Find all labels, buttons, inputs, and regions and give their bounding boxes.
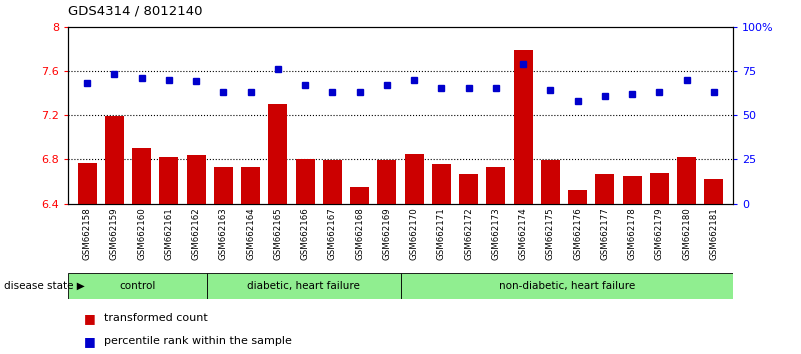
Bar <box>350 187 369 204</box>
Text: GSM662174: GSM662174 <box>518 207 528 260</box>
Text: control: control <box>119 281 155 291</box>
Bar <box>105 116 124 204</box>
Text: GSM662181: GSM662181 <box>710 207 718 260</box>
Bar <box>486 167 505 204</box>
Bar <box>405 154 424 204</box>
Bar <box>132 148 151 204</box>
Bar <box>377 160 396 204</box>
Bar <box>459 174 478 204</box>
Text: GSM662172: GSM662172 <box>464 207 473 260</box>
Text: GSM662166: GSM662166 <box>300 207 310 260</box>
Bar <box>296 159 315 204</box>
Bar <box>187 155 206 204</box>
Text: GSM662177: GSM662177 <box>601 207 610 260</box>
Text: percentile rank within the sample: percentile rank within the sample <box>104 336 292 346</box>
Text: GSM662168: GSM662168 <box>355 207 364 260</box>
Text: GSM662169: GSM662169 <box>382 207 392 259</box>
Bar <box>241 167 260 204</box>
Bar <box>323 160 342 204</box>
Text: disease state ▶: disease state ▶ <box>4 281 85 291</box>
Text: GSM662179: GSM662179 <box>655 207 664 259</box>
Bar <box>207 273 400 299</box>
Text: transformed count: transformed count <box>104 313 208 323</box>
Bar <box>68 273 207 299</box>
Text: diabetic, heart failure: diabetic, heart failure <box>247 281 360 291</box>
Bar <box>595 174 614 204</box>
Text: GSM662173: GSM662173 <box>491 207 501 260</box>
Bar <box>513 50 533 204</box>
Bar <box>650 173 669 204</box>
Text: GSM662175: GSM662175 <box>545 207 555 260</box>
Text: GSM662167: GSM662167 <box>328 207 337 260</box>
Bar <box>622 176 642 204</box>
Bar <box>214 167 233 204</box>
Text: ■: ■ <box>84 335 96 348</box>
Bar <box>677 157 696 204</box>
Bar <box>268 104 288 204</box>
Bar <box>568 190 587 204</box>
Text: GSM662164: GSM662164 <box>246 207 256 260</box>
Text: GSM662158: GSM662158 <box>83 207 91 260</box>
Bar <box>400 273 733 299</box>
Text: ■: ■ <box>84 312 96 325</box>
Text: GSM662178: GSM662178 <box>628 207 637 260</box>
Text: GSM662171: GSM662171 <box>437 207 446 260</box>
Text: GSM662180: GSM662180 <box>682 207 691 260</box>
Bar <box>541 160 560 204</box>
Text: GSM662165: GSM662165 <box>273 207 283 260</box>
Text: GSM662163: GSM662163 <box>219 207 228 260</box>
Bar <box>159 157 179 204</box>
Text: GSM662161: GSM662161 <box>164 207 173 260</box>
Text: GSM662170: GSM662170 <box>409 207 419 260</box>
Text: GSM662159: GSM662159 <box>110 207 119 259</box>
Text: GSM662162: GSM662162 <box>191 207 200 260</box>
Text: GSM662160: GSM662160 <box>137 207 146 260</box>
Bar <box>432 164 451 204</box>
Bar <box>704 179 723 204</box>
Text: non-diabetic, heart failure: non-diabetic, heart failure <box>498 281 635 291</box>
Text: GSM662176: GSM662176 <box>573 207 582 260</box>
Bar <box>78 162 97 204</box>
Text: GDS4314 / 8012140: GDS4314 / 8012140 <box>68 5 203 18</box>
